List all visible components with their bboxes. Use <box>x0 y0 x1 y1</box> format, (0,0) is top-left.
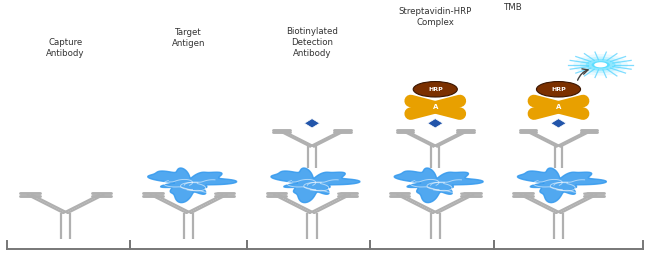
Polygon shape <box>395 168 483 203</box>
Ellipse shape <box>413 82 458 97</box>
Circle shape <box>573 54 628 76</box>
Text: Capture
Antibody: Capture Antibody <box>46 38 84 58</box>
Polygon shape <box>551 119 566 128</box>
Text: A: A <box>433 104 438 110</box>
Circle shape <box>580 57 621 73</box>
Text: HRP: HRP <box>428 87 443 92</box>
Polygon shape <box>148 168 237 203</box>
Text: A: A <box>556 104 561 110</box>
Polygon shape <box>428 119 443 128</box>
Text: HRP: HRP <box>551 87 566 92</box>
Polygon shape <box>271 168 360 203</box>
Text: TMB: TMB <box>504 3 523 12</box>
Circle shape <box>594 62 607 67</box>
Circle shape <box>592 61 610 68</box>
Text: Biotinylated
Detection
Antibody: Biotinylated Detection Antibody <box>286 27 338 58</box>
Polygon shape <box>304 119 320 128</box>
Ellipse shape <box>536 82 580 97</box>
Text: Streptavidin-HRP
Complex: Streptavidin-HRP Complex <box>398 7 472 28</box>
Circle shape <box>586 59 616 71</box>
Polygon shape <box>517 168 606 203</box>
Text: Target
Antigen: Target Antigen <box>172 28 205 48</box>
